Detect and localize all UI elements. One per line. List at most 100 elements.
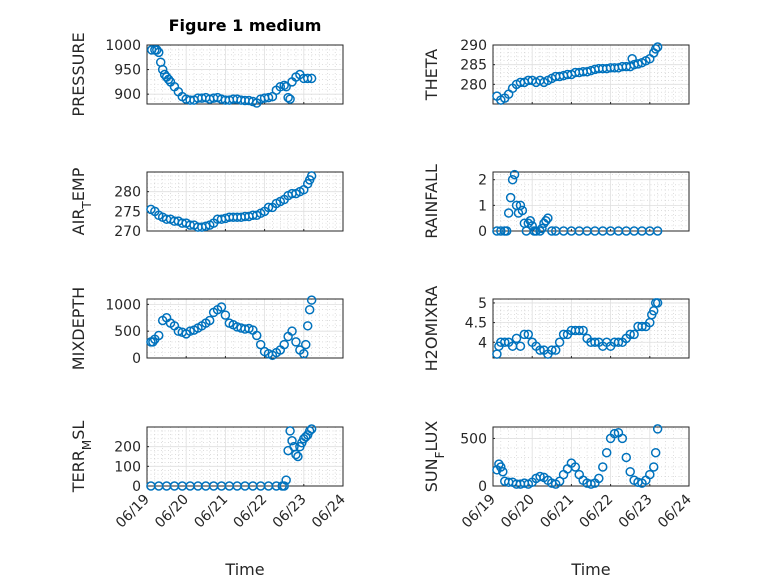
data-point	[157, 64, 168, 75]
axes-box	[146, 426, 344, 487]
data-point	[285, 426, 295, 436]
data-point	[652, 42, 663, 52]
data-point	[503, 208, 514, 218]
data-point	[285, 94, 295, 104]
data-point	[304, 304, 315, 315]
x-tick-label: 06/20	[498, 492, 538, 532]
data-point	[302, 73, 313, 84]
subplot-terr-msl: 0 100 200 06/19 06/20 06/21 06/22 06/23 06/24 Tim…	[69, 421, 349, 579]
data-point	[627, 54, 637, 64]
y-tick-label: 285	[460, 58, 487, 74]
axes-frame	[492, 44, 690, 105]
data-point	[263, 92, 274, 103]
data-point	[543, 213, 553, 223]
data-point	[507, 174, 518, 185]
data-point	[154, 47, 164, 58]
data-point	[617, 433, 628, 444]
subplot-rainfall: 0 1 2 RAINFALL	[422, 164, 690, 240]
data-point	[590, 337, 600, 348]
data-point	[291, 449, 301, 460]
data-point	[515, 341, 526, 351]
y-tick-label: 900	[114, 87, 141, 103]
y-tick-label: 270	[114, 224, 141, 240]
y-tick-label: 0	[478, 479, 487, 495]
y-axis-label: H2OMIXRA	[422, 286, 441, 372]
x-tick-label: 06/22	[231, 492, 271, 532]
y-axis-label: MIXDEPTH	[69, 287, 88, 370]
y-tick-label: 0	[132, 351, 141, 367]
y-tick-label: 4	[478, 335, 487, 351]
series-markers	[146, 295, 317, 361]
data-point	[301, 339, 311, 350]
x-tick-label: 06/23	[270, 492, 310, 532]
data-point	[547, 226, 557, 236]
data-point	[279, 80, 289, 91]
y-tick-label: 950	[114, 63, 141, 79]
data-point	[625, 466, 635, 477]
y-tick-label: 1000	[105, 297, 141, 313]
data-point	[652, 226, 663, 236]
data-point	[201, 221, 211, 232]
data-point	[283, 92, 293, 103]
x-tick-label: 06/21	[191, 492, 231, 532]
data-point	[645, 469, 655, 480]
y-tick-label: 200	[114, 440, 141, 456]
data-point	[535, 226, 545, 236]
data-point	[519, 329, 530, 340]
axes-box	[492, 298, 690, 359]
data-point	[279, 339, 289, 350]
x-tick-label: 06/24	[309, 491, 349, 531]
x-axis-label: Time	[570, 560, 610, 579]
data-point	[148, 337, 158, 347]
subplot-air-temp: 270 275 280 AIRTEMP	[69, 167, 344, 240]
chart-title: Figure 1 medium	[169, 16, 322, 35]
data-point	[220, 310, 231, 320]
y-tick-label: 290	[460, 38, 487, 54]
data-point	[531, 226, 541, 236]
y-tick-label: 500	[114, 324, 141, 340]
y-tick-label: 0	[478, 224, 487, 240]
data-point	[652, 424, 663, 434]
data-point	[306, 295, 317, 305]
data-point	[306, 73, 317, 84]
data-point	[547, 345, 557, 355]
series-markers	[146, 424, 317, 491]
data-point	[299, 348, 309, 359]
data-point	[501, 226, 512, 236]
y-tick-label: 500	[460, 431, 487, 447]
series-markers	[492, 424, 663, 489]
subplot-mixdepth: 0 500 1000 MIXDEPTH	[69, 287, 344, 370]
y-tick-label: 5	[478, 296, 487, 312]
data-point	[498, 466, 508, 477]
series-markers	[146, 45, 317, 108]
series-markers	[492, 298, 663, 359]
data-point	[633, 59, 643, 69]
data-point	[293, 451, 303, 462]
data-point	[613, 337, 624, 348]
x-tick-label: 06/24	[655, 491, 695, 531]
data-point	[306, 424, 317, 434]
data-point	[302, 321, 313, 331]
y-tick-label: 100	[114, 459, 141, 475]
axes-frame	[146, 426, 344, 487]
data-point	[554, 337, 565, 348]
data-point	[621, 452, 632, 463]
data-point	[279, 481, 289, 491]
data-point	[525, 215, 535, 226]
data-point	[154, 330, 164, 341]
y-axis-label: SUNFLUX	[422, 421, 447, 493]
data-point	[216, 302, 227, 312]
axes-frame	[492, 298, 690, 359]
subplot-theta: 280 285 290 THETA	[422, 38, 690, 105]
y-axis-label: THETA	[422, 49, 441, 101]
data-point	[578, 325, 588, 336]
data-point	[535, 471, 545, 482]
series-markers	[146, 171, 317, 232]
data-point	[515, 200, 526, 211]
y-axis-label: AIRTEMP	[69, 167, 94, 235]
data-point	[625, 329, 635, 340]
subplot-sun-flux: 0 500 06/19 06/20 06/21 06/22 06/23 06/24 Time SU…	[422, 421, 695, 579]
y-tick-label: 280	[114, 185, 141, 201]
data-point	[281, 475, 291, 485]
data-point	[598, 462, 608, 472]
